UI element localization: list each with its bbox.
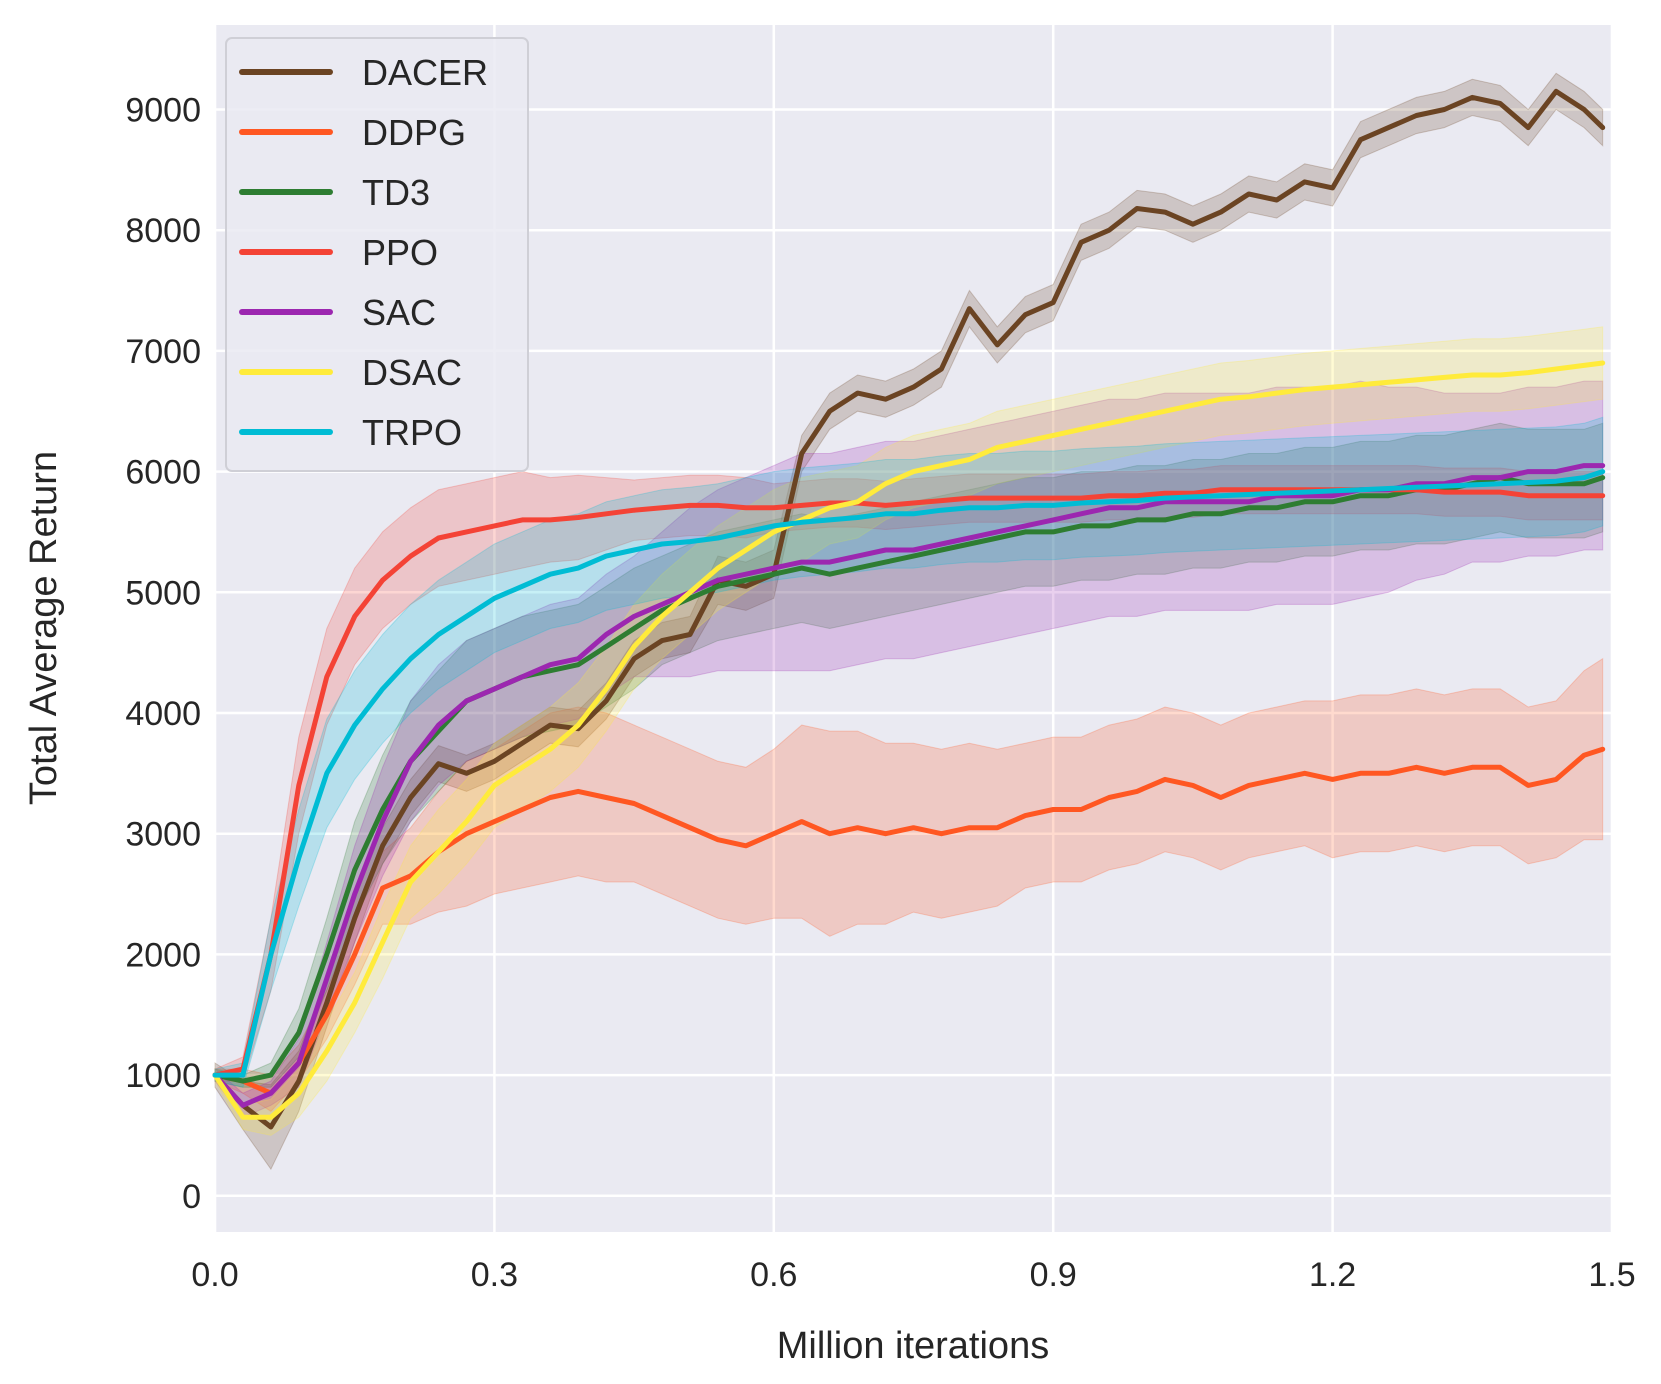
confidence-band-dsac [214, 326, 1604, 1136]
x-tick-label: 0.9 [1030, 1256, 1077, 1294]
legend-label-ppo: PPO [362, 232, 438, 273]
x-tick-label: 1.5 [1588, 1256, 1635, 1294]
x-tick-label: 0.0 [191, 1256, 238, 1294]
grid-lines [213, 25, 1614, 1232]
legend-box [225, 37, 529, 472]
y-tick-labels: 0 1000 2000 3000 4000 5000 6000 7000 8000 9000 [125, 91, 201, 1215]
y-tick-label: 6000 [125, 454, 201, 492]
legend-label-trpo: TRPO [362, 412, 462, 453]
series-line-trpo [212, 469, 1606, 1078]
series-line-dacer [212, 88, 1606, 1130]
legend-label-ddpg: DDPG [362, 112, 466, 153]
y-tick-label: 4000 [125, 695, 201, 733]
confidence-band-trpo [214, 416, 1604, 1088]
legend-label-td3: TD3 [362, 172, 430, 213]
y-axis-title: Total Average Return [23, 451, 65, 805]
legend-label-dsac: DSAC [362, 352, 462, 393]
x-tick-labels: 0.0 0.3 0.6 0.9 1.2 1.5 [191, 1256, 1635, 1294]
y-tick-label: 7000 [125, 333, 201, 371]
series-lines [212, 88, 1606, 1130]
y-tick-label: 5000 [125, 574, 201, 612]
legend-items: DACER DDPG TD3 PPO SAC DSAC TRPO [239, 52, 488, 453]
x-tick-label: 1.2 [1309, 1256, 1356, 1294]
y-tick-label: 3000 [125, 816, 201, 854]
x-axis-title: Million iterations [777, 1325, 1049, 1367]
y-tick-label: 0 [182, 1178, 201, 1216]
confidence-band-ddpg [214, 657, 1604, 1112]
x-tick-label: 0.6 [750, 1256, 797, 1294]
confidence-band-ppo [214, 465, 1604, 1082]
y-tick-label: 2000 [125, 936, 201, 974]
series-line-dsac [212, 360, 1606, 1120]
legend-label-sac: SAC [362, 292, 436, 333]
y-tick-label: 1000 [125, 1057, 201, 1095]
legend-label-dacer: DACER [362, 52, 488, 93]
y-tick-label: 8000 [125, 212, 201, 250]
x-tick-label: 0.3 [471, 1256, 518, 1294]
confidence-band-dacer [214, 72, 1604, 1171]
y-tick-label: 9000 [125, 91, 201, 129]
series-line-td3 [212, 475, 1606, 1084]
legend: DACER DDPG TD3 PPO SAC DSAC TRPO [225, 37, 529, 472]
series-line-ddpg [212, 746, 1606, 1096]
